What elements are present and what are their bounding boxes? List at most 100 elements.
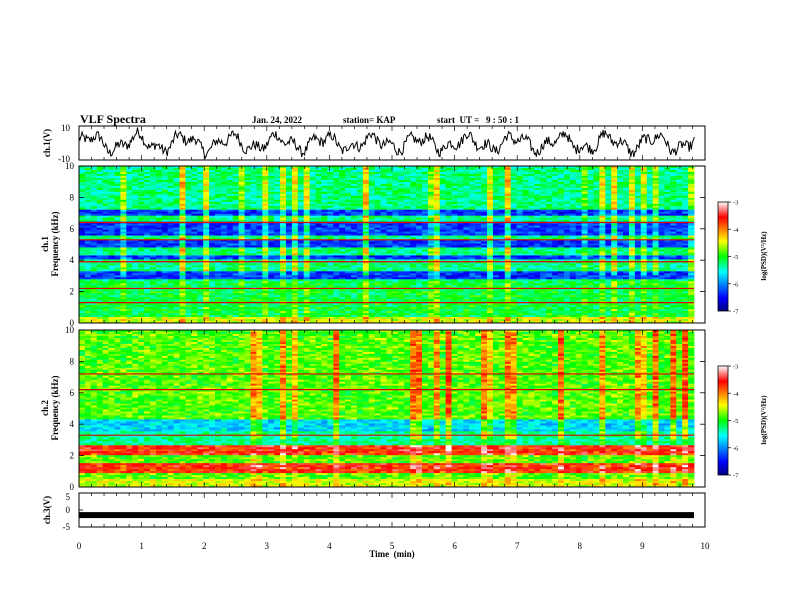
ch1-spec-cell <box>138 201 145 205</box>
ch1-spec-cell <box>563 219 571 223</box>
ch1-spec-cell <box>144 197 151 201</box>
ch1-spec-cell <box>540 183 547 187</box>
ch1-spec-cell <box>404 229 411 232</box>
ch1-spec-cell <box>605 195 612 199</box>
ch1-spec-cell <box>398 245 405 248</box>
ch1-spec-cell <box>510 169 517 173</box>
ch1-spec-cell <box>327 253 334 256</box>
ch1-spec-cell <box>522 237 529 240</box>
ch1-spec-cell <box>138 175 145 179</box>
ch1-spec-cell <box>232 181 240 185</box>
ch1-spec-cell <box>374 197 381 201</box>
ch1-spec-cell <box>250 199 257 203</box>
ch1-spec-cell <box>652 191 659 195</box>
ch1-spec-cell <box>504 197 512 201</box>
ch1-spec-cell <box>79 189 86 193</box>
ch1-spec-cell <box>132 211 139 215</box>
ch1-spec-cell <box>481 181 488 185</box>
ch1-spec-cell <box>557 181 565 185</box>
ch1-spec-cell <box>268 229 275 232</box>
ch1-spec-cell <box>179 167 186 171</box>
ch1-spec-cell <box>144 183 151 187</box>
ch1-spec-cell <box>646 233 653 236</box>
ch1-spec-cell <box>339 225 346 229</box>
ch1-spec-cell <box>339 171 346 175</box>
ch1-spec-cell <box>581 215 588 219</box>
ch1-spec-cell <box>232 203 240 207</box>
ch1-spec-cell <box>191 229 198 232</box>
ch1-spec-cell <box>155 187 163 191</box>
ch1-spec-cell <box>492 213 500 217</box>
ch1-spec-cell <box>356 166 364 169</box>
ch1-spec-cell <box>102 195 109 199</box>
ch1-spec-cell <box>96 179 104 183</box>
ch1-spec-cell <box>469 217 476 221</box>
ch1-spec-cell <box>492 197 500 201</box>
ch1-spec-cell <box>481 211 488 215</box>
ch1-spec-cell <box>108 225 115 229</box>
ch1-spec-cell <box>250 179 257 183</box>
ch1-spec-cell <box>552 227 559 230</box>
ch1-spec-cell <box>96 211 104 215</box>
ch1-spec-cell <box>469 169 476 173</box>
ch1-spec-cell <box>333 229 340 232</box>
ch1-spec-cell <box>274 251 281 254</box>
ch1-spec-cell <box>581 203 588 207</box>
ch1-spec-cell <box>333 235 340 238</box>
ch1-spec-cell <box>309 217 316 221</box>
ch1-spec-cell <box>90 243 98 246</box>
ch1-spec-cell <box>309 173 316 177</box>
ch1-spec-cell <box>138 245 145 248</box>
ch1-spec-cell <box>303 187 311 191</box>
ch1-spec-cell <box>380 199 387 203</box>
ch1-spec-cell <box>516 245 523 248</box>
ch1-spec-cell <box>658 179 665 183</box>
ch1-spec-cell <box>374 223 381 227</box>
ch1-spec-cell <box>84 187 92 191</box>
ch1-spec-cell <box>339 235 346 238</box>
ch1-spec-cell <box>581 241 588 244</box>
ch1-spec-cell <box>623 195 630 199</box>
ch1-spec-cell <box>256 209 263 213</box>
ch1-spec-cell <box>492 217 500 221</box>
ch1-spec-cell <box>244 195 251 199</box>
ch1-spec-cell <box>398 173 405 177</box>
ch1-spec-cell <box>144 231 151 234</box>
ch1-spec-cell <box>144 243 151 246</box>
ch1-spec-cell <box>670 207 677 211</box>
ch1-spec-cell <box>262 253 269 256</box>
ch1-spec-cell <box>534 203 541 207</box>
ch1-spec-cell <box>120 189 127 193</box>
ch1-spec-cell <box>297 169 305 173</box>
ch1-spec-cell <box>126 243 133 246</box>
ch1-spec-cell <box>516 201 523 205</box>
ch1-spec-cell <box>416 211 423 215</box>
ch1-spec-cell <box>546 213 553 217</box>
ch1-spec-cell <box>203 187 210 191</box>
ch1-spec-cell <box>546 225 553 229</box>
ch1-spec-cell <box>197 257 204 260</box>
ch1-spec-cell <box>557 175 565 179</box>
ch1-spec-cell <box>682 199 689 203</box>
ch1-spec-cell <box>215 231 222 234</box>
ch1-spec-cell <box>356 195 364 199</box>
ch1-spec-cell <box>664 213 671 217</box>
ch1-spec-cell <box>238 215 245 219</box>
ch1-spec-cell <box>333 215 340 219</box>
ch1-spec-cell <box>339 175 346 179</box>
ch1-spec-cell <box>510 183 517 187</box>
ch1-spec-cell <box>203 225 210 229</box>
ch1-spec-cell <box>291 183 299 187</box>
ch1-spec-cell <box>404 209 411 213</box>
ch1-spec-cell <box>226 205 234 209</box>
ch1-spec-cell <box>670 173 677 177</box>
ch1-spec-cell <box>617 167 624 171</box>
ch1-spec-cell <box>244 173 251 177</box>
ch1-spec-cell <box>203 179 210 183</box>
ch1-spec-cell <box>297 215 305 219</box>
ch1-spec-cell <box>285 171 293 175</box>
ch1-spec-cell <box>114 166 121 169</box>
ch1-spec-cell <box>593 191 600 195</box>
ch1-spec-cell <box>327 197 334 201</box>
ch1-spec-cell <box>445 231 452 234</box>
